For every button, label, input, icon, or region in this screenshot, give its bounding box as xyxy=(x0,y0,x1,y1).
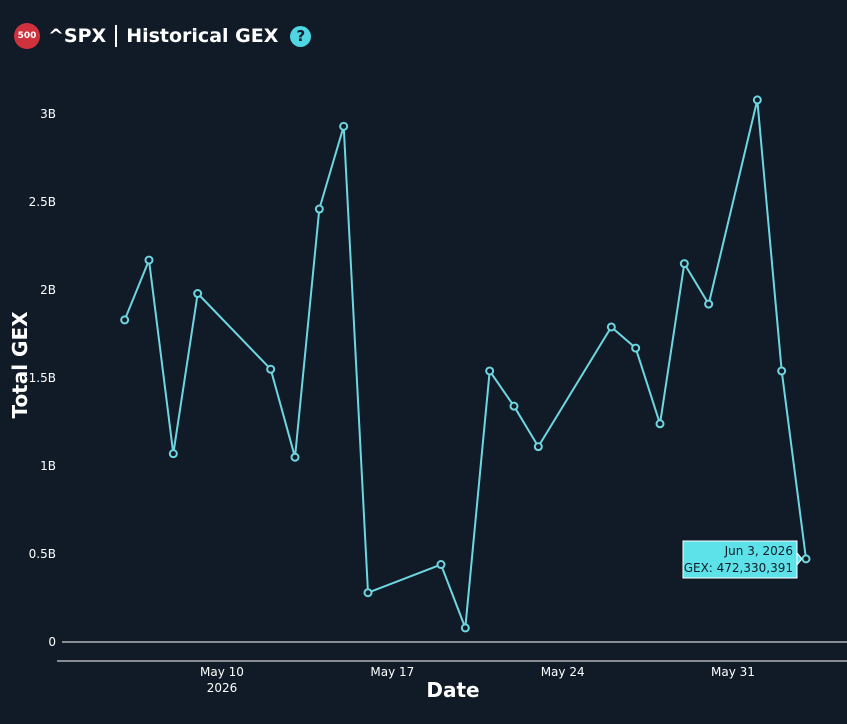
x-axis: May 10 2026 May 17 May 24 May 31 xyxy=(57,660,847,695)
tooltip-value: GEX: 472,330,391 xyxy=(684,561,793,575)
x-tick-label: May 24 xyxy=(541,665,585,679)
data-point[interactable] xyxy=(314,204,324,214)
x-axis-title: Date xyxy=(426,678,479,702)
data-point[interactable] xyxy=(460,623,470,633)
y-tick-label: 2.5B xyxy=(29,195,56,209)
data-point[interactable] xyxy=(533,442,543,452)
y-tick-label: 2B xyxy=(40,283,56,297)
data-point[interactable] xyxy=(290,452,300,462)
ticker-symbol: ^SPX xyxy=(48,25,107,47)
chart-header: 500 ^SPX Historical GEX ? xyxy=(14,22,312,50)
y-tick-label: 3B xyxy=(40,107,56,121)
x-tick-sublabel: 2026 xyxy=(207,681,238,695)
y-tick-label: 1B xyxy=(40,459,56,473)
x-tick-label: May 31 xyxy=(711,665,755,679)
x-tick-label: May 17 xyxy=(370,665,414,679)
data-point[interactable] xyxy=(266,364,276,374)
x-tick-label: May 10 xyxy=(200,665,244,679)
data-point[interactable] xyxy=(144,255,154,265)
hover-tooltip: Jun 3, 2026 GEX: 472,330,391 xyxy=(682,540,803,579)
tooltip-box xyxy=(682,540,798,579)
data-point[interactable] xyxy=(752,95,762,105)
data-point[interactable] xyxy=(193,289,203,299)
question-circle-icon[interactable]: ? xyxy=(290,25,312,47)
data-point[interactable] xyxy=(436,560,446,570)
series-layer xyxy=(120,95,811,633)
data-point[interactable] xyxy=(363,588,373,598)
data-point[interactable] xyxy=(606,322,616,332)
spx-500-badge-icon: 500 xyxy=(14,23,40,49)
data-point[interactable] xyxy=(777,366,787,376)
y-axis: 0 0.5B 1B 1.5B 2B 2.5B 3B xyxy=(29,107,847,649)
y-tick-label: 0.5B xyxy=(29,547,56,561)
data-point[interactable] xyxy=(120,315,130,325)
title-separator xyxy=(115,25,118,47)
y-axis-title: Total GEX xyxy=(8,311,32,419)
tooltip-date: Jun 3, 2026 xyxy=(724,544,793,558)
y-tick-label: 0 xyxy=(48,635,56,649)
data-point[interactable] xyxy=(339,121,349,131)
data-point[interactable] xyxy=(485,366,495,376)
chart-title-text: Historical GEX xyxy=(126,25,279,47)
tooltip-pointer xyxy=(796,551,803,567)
chart-title: ^SPX Historical GEX xyxy=(48,25,278,47)
data-point[interactable] xyxy=(801,554,811,564)
data-point[interactable] xyxy=(509,401,519,411)
data-point[interactable] xyxy=(704,299,714,309)
gex-series-line xyxy=(123,98,807,629)
data-point[interactable] xyxy=(679,259,689,269)
data-point[interactable] xyxy=(655,419,665,429)
y-tick-label: 1.5B xyxy=(29,371,56,385)
data-point[interactable] xyxy=(631,343,641,353)
data-point[interactable] xyxy=(168,449,178,459)
